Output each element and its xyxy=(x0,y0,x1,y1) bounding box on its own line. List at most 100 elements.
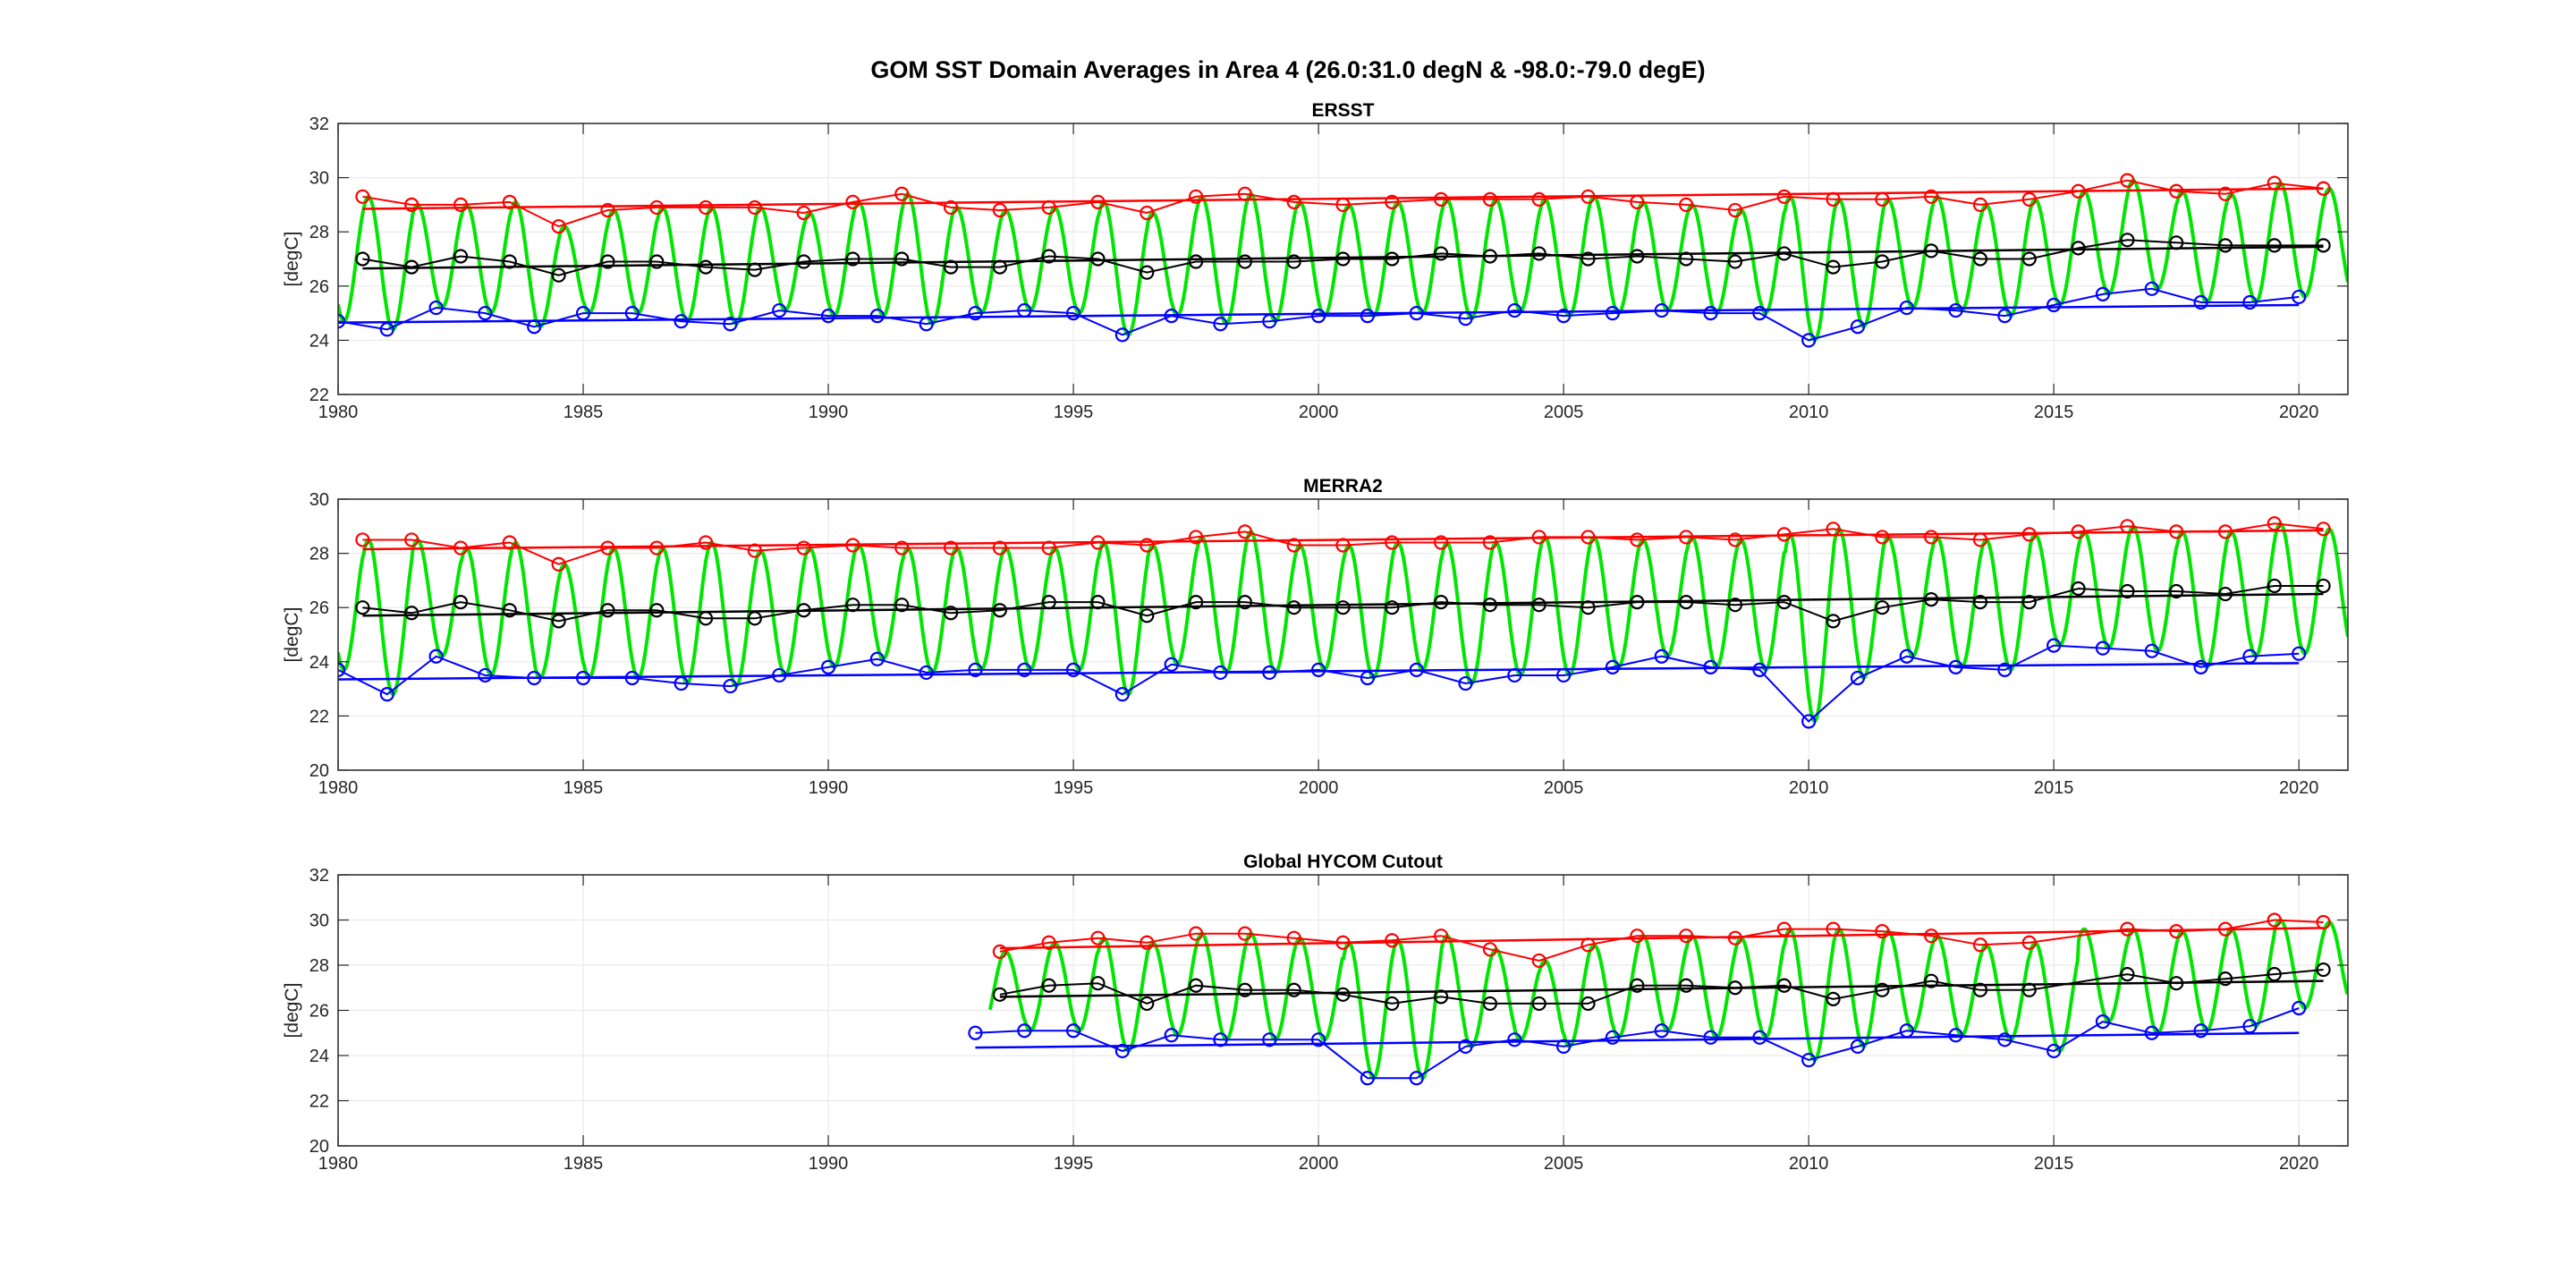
data-point-min xyxy=(2095,1014,2111,1030)
data-point-max xyxy=(2267,175,2282,191)
data-point-max xyxy=(1826,522,1841,537)
data-point-min xyxy=(1164,657,1179,672)
data-point-min xyxy=(2046,1043,2062,1059)
data-point-mean xyxy=(1188,595,1204,610)
data-point-max xyxy=(1924,530,1939,545)
y-tick-label: 24 xyxy=(309,331,329,351)
data-point-max xyxy=(1188,530,1204,545)
data-point-mean xyxy=(1385,600,1400,615)
data-point-max xyxy=(1531,191,1546,207)
data-point-max xyxy=(1875,530,1890,545)
data-point-min xyxy=(428,300,444,316)
data-point-mean xyxy=(2267,238,2282,253)
data-point-mean xyxy=(698,259,714,275)
data-point-min xyxy=(1850,1039,1866,1055)
data-point-min xyxy=(1948,659,1963,674)
y-tick-label: 28 xyxy=(309,956,329,976)
data-point-mean xyxy=(1531,598,1546,613)
x-tick-label: 1990 xyxy=(809,778,849,798)
data-point-max xyxy=(502,535,517,550)
data-point-max xyxy=(943,199,959,216)
data-point-min xyxy=(919,317,934,332)
data-point-mean xyxy=(2169,976,2184,991)
data-point-mean xyxy=(1090,251,1106,267)
data-point-mean xyxy=(355,600,370,615)
trend-min-line xyxy=(975,1031,2300,1049)
data-point-min xyxy=(1360,309,1376,324)
data-point-max xyxy=(2217,186,2233,201)
x-tick-label: 1995 xyxy=(1054,403,1094,422)
data-point-min xyxy=(1065,306,1081,321)
y-tick-label: 22 xyxy=(309,707,329,726)
trend-min-line xyxy=(338,662,2300,681)
data-point-max xyxy=(1140,935,1155,950)
data-point-min xyxy=(527,670,542,686)
data-point-max xyxy=(1482,535,1498,550)
data-point-mean xyxy=(2316,578,2331,594)
data-point-max xyxy=(1727,532,1743,547)
data-point-min xyxy=(1213,665,1228,681)
data-point-mean xyxy=(2071,241,2086,256)
data-point-max xyxy=(1188,926,1204,941)
data-point-max xyxy=(1826,191,1841,207)
data-point-min xyxy=(723,678,738,694)
data-point-min xyxy=(1262,665,1277,681)
data-point-min xyxy=(2144,643,2159,658)
data-point-max xyxy=(600,540,615,555)
y-axis-label: [degC] xyxy=(282,232,302,287)
data-point-min xyxy=(772,667,787,683)
y-axis-label: [degC] xyxy=(282,607,302,663)
data-point-max xyxy=(992,202,1007,218)
data-point-max xyxy=(1286,538,1301,553)
data-point-mean xyxy=(1041,978,1056,993)
data-point-min xyxy=(1360,1071,1376,1086)
data-point-min xyxy=(2046,297,2062,313)
data-point-min xyxy=(527,319,542,335)
data-point-min xyxy=(2144,1025,2159,1040)
data-point-min xyxy=(1164,1028,1179,1043)
data-point-mean xyxy=(649,254,665,269)
data-point-mean xyxy=(2021,595,2037,610)
data-point-min xyxy=(1262,1032,1277,1047)
axes-title: Global HYCOM Cutout xyxy=(1243,852,1443,872)
data-point-max xyxy=(355,532,370,547)
data-point-max xyxy=(1335,935,1351,950)
series-mean-line xyxy=(999,969,2324,1005)
trend-min-line xyxy=(338,303,2300,324)
data-point-min xyxy=(1997,309,2012,324)
data-point-min xyxy=(1017,1023,1032,1039)
trend-mean-line xyxy=(362,592,2324,617)
data-point-min xyxy=(1409,1071,1424,1086)
data-point-max xyxy=(453,197,469,212)
data-point-mean xyxy=(600,254,615,269)
data-point-min xyxy=(1948,302,1963,318)
data-point-max xyxy=(1531,953,1546,969)
data-point-mean xyxy=(1140,608,1155,623)
data-point-mean xyxy=(502,603,517,618)
data-point-mean xyxy=(2071,581,2086,597)
data-point-mean xyxy=(2120,583,2135,599)
data-point-mean xyxy=(894,251,910,267)
data-point-max xyxy=(2021,935,2037,950)
data-point-max xyxy=(1875,191,1890,207)
data-point-min xyxy=(1556,667,1572,683)
data-point-max xyxy=(1531,530,1546,545)
x-tick-label: 2010 xyxy=(1789,1154,1829,1174)
data-point-max xyxy=(1237,186,1252,201)
data-point-max xyxy=(1727,930,1743,946)
data-point-max xyxy=(1385,933,1400,948)
axes-title: MERRA2 xyxy=(1303,476,1383,496)
data-point-max xyxy=(1385,535,1400,550)
data-point-min xyxy=(968,662,983,677)
data-point-max xyxy=(1090,535,1106,550)
series-min xyxy=(338,638,2307,729)
data-point-mean xyxy=(1237,254,1252,269)
data-point-mean xyxy=(1630,249,1645,264)
series-max-line xyxy=(999,919,2324,962)
x-tick-label: 1980 xyxy=(318,403,359,422)
data-point-min xyxy=(379,322,394,337)
x-tick-label: 2020 xyxy=(2279,403,2319,422)
data-point-max xyxy=(796,540,811,555)
data-point-max xyxy=(2169,924,2184,939)
